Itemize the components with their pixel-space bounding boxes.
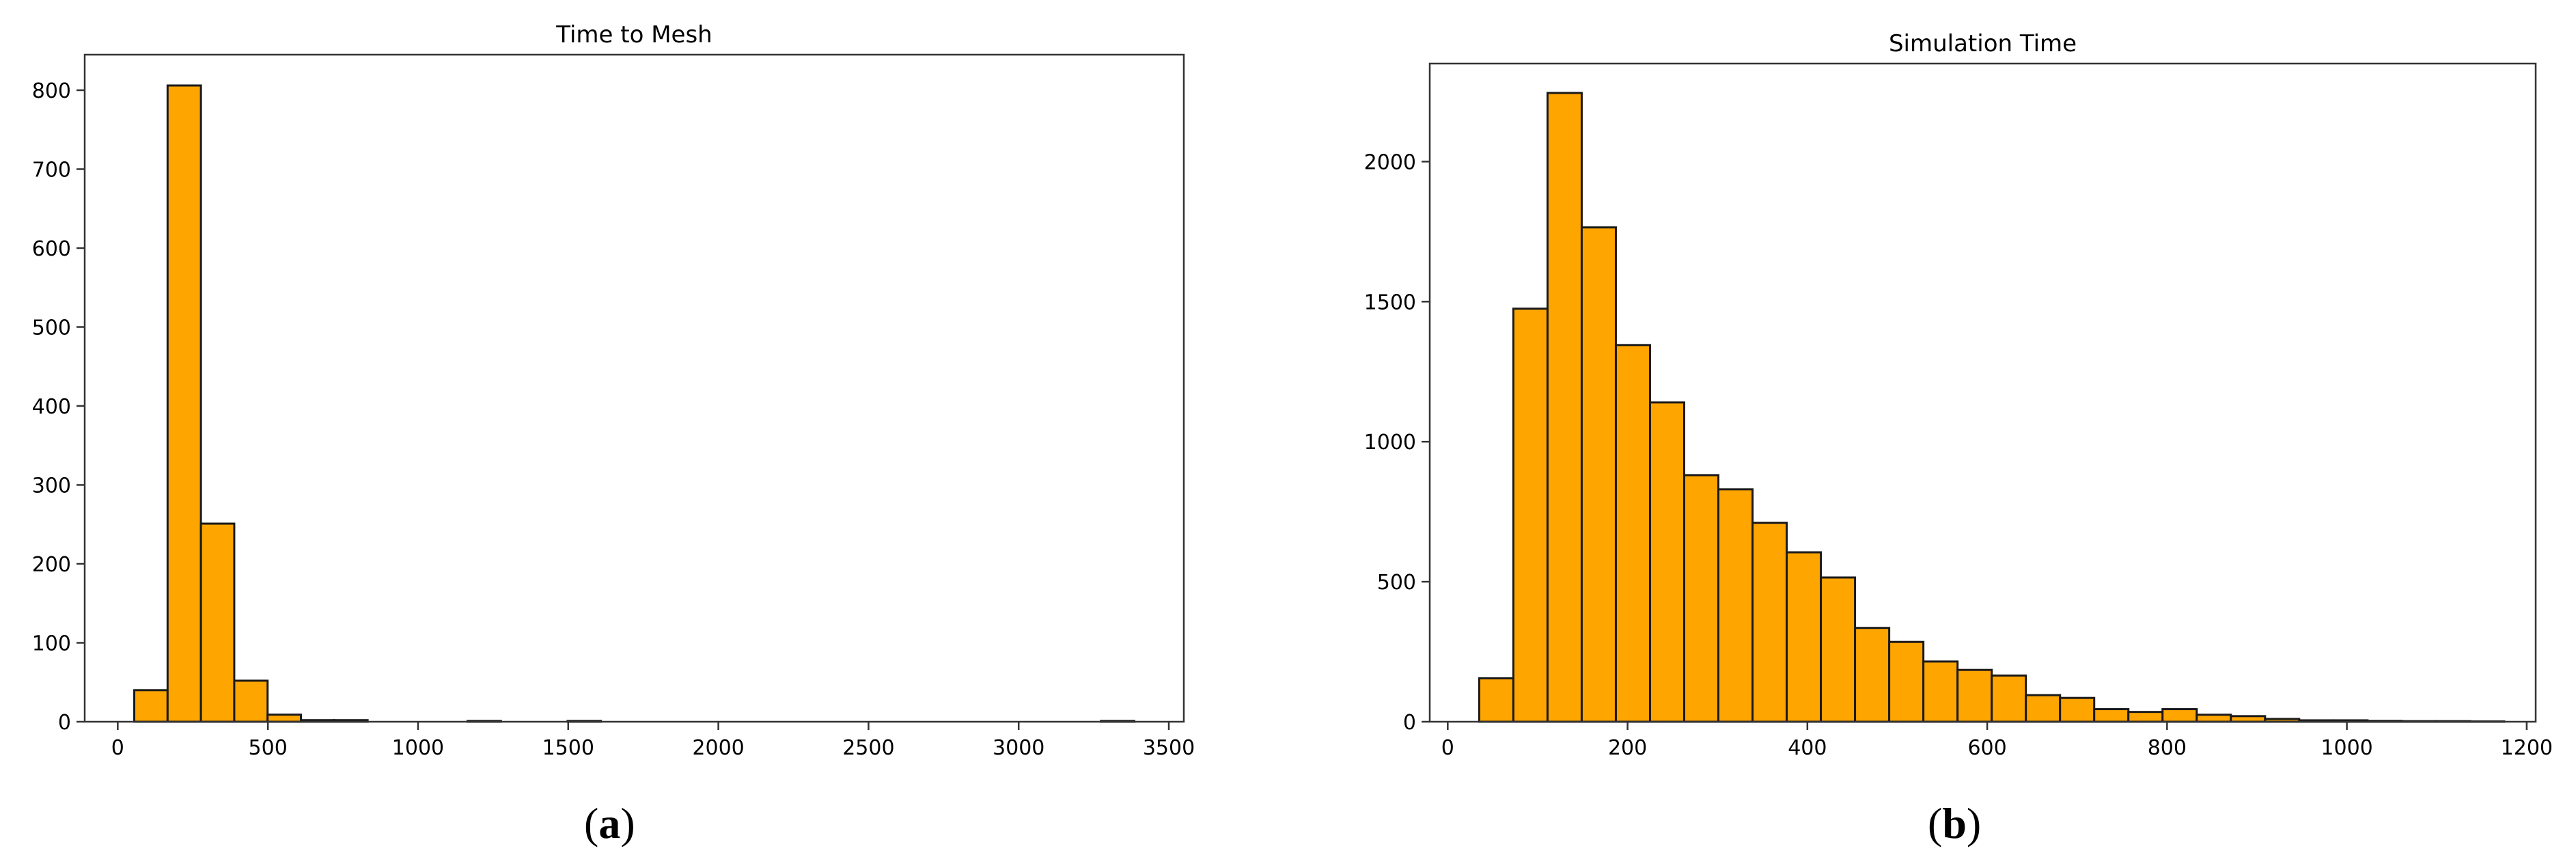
- mesh-xtick-label: 3500: [1143, 736, 1195, 760]
- sim-bar-18: [2093, 708, 2130, 723]
- sim-bar-10: [1820, 576, 1857, 723]
- chart-title: Time to Mesh: [555, 21, 712, 49]
- sim-ytick-label: 500: [1377, 571, 1416, 595]
- mesh-ytick-label: 100: [32, 632, 71, 655]
- panel-label-b-open: (: [1928, 799, 1943, 847]
- simulation-time-chart: Simulation Time 0 200 400 600 800 1000 1200 0 500…: [1364, 30, 2553, 760]
- sim-bar-20: [2161, 708, 2198, 723]
- sim-bar-21: [2196, 714, 2232, 723]
- axes-frame: [83, 53, 1185, 723]
- sim-bar-8: [1751, 521, 1788, 723]
- sim-bar-16: [2025, 694, 2062, 723]
- sim-xtick-label: 1000: [2321, 736, 2372, 760]
- sim-xtick-label: 1200: [2501, 736, 2553, 760]
- sim-bar-5: [1648, 401, 1686, 723]
- sim-xtick-label: 400: [1788, 736, 1827, 760]
- mesh-ytick-label: 700: [32, 158, 71, 182]
- axes-frame: [1428, 62, 2537, 723]
- sim-bar-19: [2127, 711, 2164, 723]
- mesh-ytick-label: 600: [32, 237, 71, 261]
- mesh-xtick-label: 1000: [392, 736, 444, 760]
- sim-bar-12: [1888, 640, 1925, 723]
- sim-xtick-label: 800: [2148, 736, 2187, 760]
- sim-bar-13: [1922, 660, 1959, 723]
- mesh-xtick-label: 2500: [842, 736, 894, 760]
- mesh-xtick-label: 3000: [993, 736, 1044, 760]
- mesh-bar-0: [133, 689, 169, 723]
- sim-bar-9: [1786, 551, 1823, 723]
- mesh-xtick-label: 0: [111, 736, 124, 760]
- panel-label-b-close: ): [1966, 799, 1982, 847]
- sim-xtick-label: 600: [1967, 736, 2006, 760]
- mesh-bar-4: [266, 714, 303, 723]
- panel-label-a-letter: a: [598, 799, 621, 847]
- mesh-ytick-label: 500: [32, 316, 71, 340]
- mesh-xtick-label: 1500: [542, 736, 594, 760]
- sim-bar-0: [1478, 677, 1514, 723]
- mesh-ytick-label: 0: [58, 711, 71, 735]
- mesh-ytick-label: 300: [32, 474, 71, 498]
- sim-bar-11: [1854, 627, 1891, 723]
- panel-label-b: (b): [1928, 798, 1981, 849]
- sim-bar-3: [1580, 226, 1617, 723]
- sim-ytick-label: 2000: [1364, 150, 1416, 174]
- sim-bar-2: [1546, 92, 1583, 723]
- sim-xtick-label: 200: [1608, 736, 1647, 760]
- panel-label-b-letter: b: [1942, 799, 1967, 847]
- mesh-bar-3: [233, 679, 269, 723]
- mesh-xtick-label: 2000: [692, 736, 744, 760]
- panel-label-a-close: ): [620, 799, 635, 847]
- mesh-ytick-label: 800: [32, 79, 71, 103]
- mesh-ytick-label: 200: [32, 553, 71, 577]
- mesh-bar-2: [199, 522, 236, 723]
- sim-bar-4: [1614, 344, 1651, 723]
- mesh-xtick-label: 500: [249, 736, 288, 760]
- mesh-bar-1: [166, 84, 202, 723]
- panel-label-a: (a): [584, 798, 635, 849]
- sim-xtick-label: 0: [1441, 736, 1454, 760]
- sim-bar-1: [1512, 308, 1549, 723]
- sim-ytick-label: 1500: [1364, 290, 1416, 314]
- mesh-ytick-label: 400: [32, 395, 71, 419]
- sim-ytick-label: 0: [1403, 711, 1416, 735]
- sim-bar-15: [1991, 674, 2027, 723]
- sim-bar-17: [2059, 696, 2096, 723]
- sim-bar-6: [1683, 474, 1720, 723]
- sim-bar-7: [1717, 488, 1754, 723]
- sim-bar-14: [1956, 668, 1993, 723]
- chart-title: Simulation Time: [1889, 30, 2077, 57]
- sim-ytick-label: 1000: [1364, 431, 1416, 455]
- panel-label-a-open: (: [584, 799, 599, 847]
